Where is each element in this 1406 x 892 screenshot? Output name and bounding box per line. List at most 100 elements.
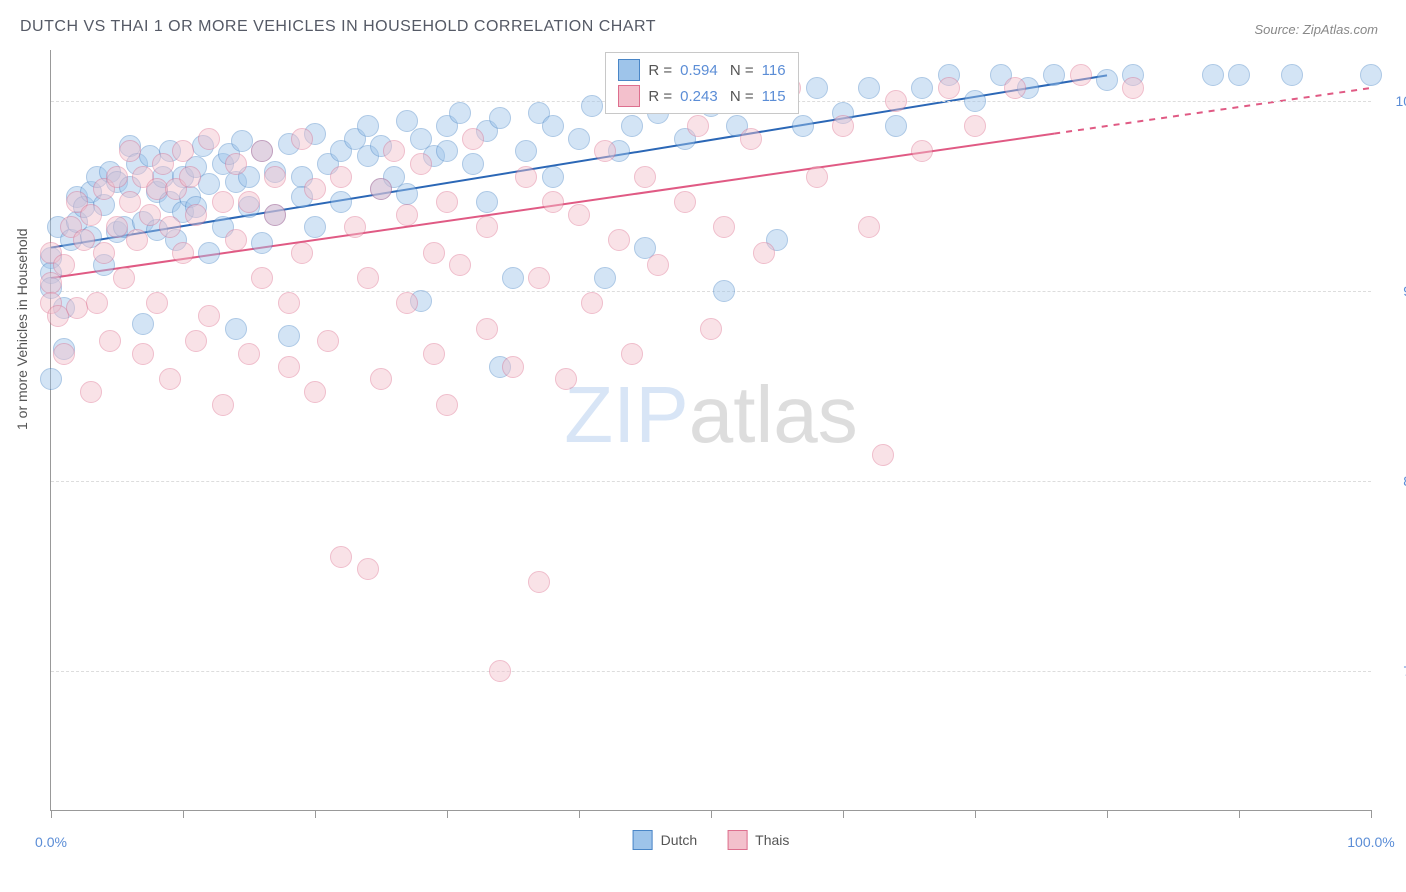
scatter-point: [423, 242, 445, 264]
scatter-point: [515, 140, 537, 162]
dutch-legend-swatch-icon: [633, 830, 653, 850]
scatter-point: [634, 166, 656, 188]
y-axis-label: 1 or more Vehicles in Household: [14, 228, 30, 430]
scatter-point: [502, 267, 524, 289]
scatter-point: [278, 325, 300, 347]
scatter-point: [938, 77, 960, 99]
scatter-point: [225, 318, 247, 340]
scatter-point: [568, 204, 590, 226]
scatter-point: [528, 571, 550, 593]
scatter-point: [1070, 64, 1092, 86]
scatter-point: [476, 191, 498, 213]
watermark: ZIPatlas: [564, 369, 857, 461]
scatter-point: [911, 77, 933, 99]
scatter-point: [462, 128, 484, 150]
scatter-point: [330, 546, 352, 568]
scatter-point: [185, 204, 207, 226]
scatter-point: [317, 330, 339, 352]
scatter-point: [476, 318, 498, 340]
scatter-point: [594, 140, 616, 162]
scatter-point: [489, 107, 511, 129]
xtick: [1239, 810, 1240, 818]
xtick: [447, 810, 448, 818]
scatter-point: [264, 166, 286, 188]
xtick: [579, 810, 580, 818]
scatter-point: [753, 242, 775, 264]
scatter-point: [93, 242, 115, 264]
scatter-point: [47, 305, 69, 327]
scatter-point: [330, 191, 352, 213]
scatter-point: [146, 178, 168, 200]
scatter-point: [1122, 77, 1144, 99]
xtick-label: 0.0%: [35, 834, 67, 850]
scatter-point: [291, 128, 313, 150]
scatter-point: [476, 216, 498, 238]
scatter-point: [304, 381, 326, 403]
xtick: [183, 810, 184, 818]
xtick: [51, 810, 52, 818]
scatter-point: [126, 229, 148, 251]
scatter-point: [964, 115, 986, 137]
scatter-point: [291, 242, 313, 264]
scatter-point: [700, 318, 722, 340]
scatter-point: [1004, 77, 1026, 99]
scatter-point: [621, 343, 643, 365]
scatter-point: [304, 178, 326, 200]
scatter-point: [568, 128, 590, 150]
scatter-point: [357, 267, 379, 289]
scatter-point: [449, 254, 471, 276]
scatter-point: [212, 191, 234, 213]
scatter-point: [53, 343, 75, 365]
scatter-point: [132, 343, 154, 365]
scatter-point: [542, 115, 564, 137]
scatter-point: [66, 297, 88, 319]
trend-lines: [51, 50, 1371, 810]
scatter-point: [159, 368, 181, 390]
xtick-label: 100.0%: [1347, 834, 1394, 850]
scatter-point: [885, 90, 907, 112]
scatter-point: [383, 140, 405, 162]
scatter-point: [73, 229, 95, 251]
scatter-point: [436, 140, 458, 162]
scatter-point: [344, 216, 366, 238]
scatter-point: [542, 166, 564, 188]
scatter-point: [251, 232, 273, 254]
scatter-point: [832, 115, 854, 137]
scatter-point: [99, 330, 121, 352]
scatter-point: [528, 267, 550, 289]
xtick: [975, 810, 976, 818]
scatter-point: [278, 356, 300, 378]
scatter-point: [179, 166, 201, 188]
scatter-point: [1043, 64, 1065, 86]
scatter-point: [212, 394, 234, 416]
scatter-point: [396, 183, 418, 205]
scatter-point: [278, 292, 300, 314]
gridline: [51, 481, 1371, 482]
scatter-point: [885, 115, 907, 137]
scatter-point: [806, 77, 828, 99]
scatter-point: [238, 343, 260, 365]
scatter-point: [1202, 64, 1224, 86]
scatter-point: [647, 254, 669, 276]
scatter-point: [198, 305, 220, 327]
scatter-point: [858, 77, 880, 99]
scatter-point: [462, 153, 484, 175]
correlation-legend: R = 0.594 N = 116 R = 0.243 N = 115: [605, 52, 798, 114]
scatter-point: [330, 166, 352, 188]
scatter-point: [872, 444, 894, 466]
xtick: [1107, 810, 1108, 818]
plot-area: ZIPatlas R = 0.594 N = 116 R = 0.243 N =…: [50, 50, 1371, 811]
legend-item-dutch: Dutch: [633, 830, 698, 850]
gridline: [51, 291, 1371, 292]
scatter-point: [146, 292, 168, 314]
scatter-point: [159, 216, 181, 238]
scatter-point: [1281, 64, 1303, 86]
legend-item-thais: Thais: [727, 830, 789, 850]
ytick-label: 85.0%: [1383, 473, 1406, 489]
scatter-point: [106, 216, 128, 238]
scatter-point: [40, 368, 62, 390]
correlation-row-dutch: R = 0.594 N = 116: [618, 57, 785, 83]
scatter-point: [436, 394, 458, 416]
scatter-point: [264, 204, 286, 226]
scatter-point: [132, 313, 154, 335]
